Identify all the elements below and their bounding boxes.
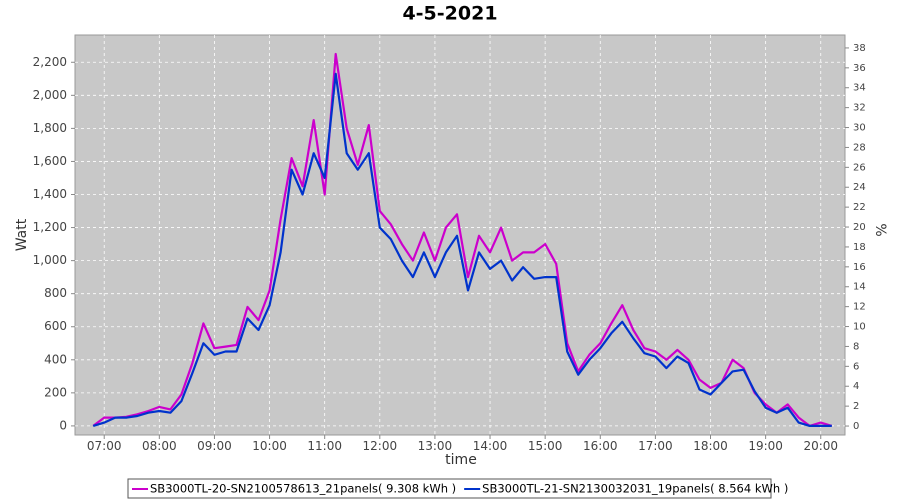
y-tick-label: 400 [44, 352, 67, 366]
y2-tick-label: 6 [853, 361, 859, 372]
y2-tick-label: 0 [853, 421, 859, 432]
y-tick-label: 800 [44, 286, 67, 300]
x-tick-label: 09:00 [197, 439, 232, 453]
y-tick-label: 2,200 [33, 55, 67, 69]
x-tick-label: 13:00 [418, 439, 453, 453]
y2-tick-label: 38 [853, 43, 866, 54]
y2-tick-label: 30 [853, 123, 866, 134]
y2-tick-label: 18 [853, 242, 866, 253]
x-tick-label: 19:00 [748, 439, 783, 453]
y2-tick-label: 20 [853, 222, 866, 233]
y-tick-label: 600 [44, 319, 67, 333]
chart-title: 4-5-2021 [402, 3, 497, 25]
x-tick-label: 11:00 [307, 439, 342, 453]
x-tick-label: 15:00 [528, 439, 563, 453]
y2-tick-label: 4 [853, 381, 859, 392]
y2-tick-label: 12 [853, 302, 866, 313]
y2-tick-label: 14 [853, 282, 866, 293]
y2-tick-label: 34 [853, 83, 866, 94]
y-tick-label: 1,000 [33, 253, 67, 267]
x-tick-label: 14:00 [473, 439, 508, 453]
y2-tick-label: 22 [853, 202, 866, 213]
y2-tick-label: 24 [853, 182, 866, 193]
y2-tick-label: 2 [853, 401, 859, 412]
x-tick-label: 10:00 [252, 439, 287, 453]
y2-axis-title: % [872, 223, 888, 236]
y2-tick-label: 16 [853, 262, 866, 273]
y2-tick-label: 26 [853, 162, 866, 173]
x-tick-label: 16:00 [583, 439, 618, 453]
y2-tick-label: 36 [853, 63, 866, 74]
x-tick-label: 08:00 [142, 439, 177, 453]
legend [127, 478, 772, 499]
series-line [92, 72, 832, 427]
y-axis-title: Watt [14, 218, 30, 251]
y-tick-label: 0 [59, 418, 67, 432]
y2-tick-label: 28 [853, 142, 866, 153]
x-tick-label: 07:00 [87, 439, 122, 453]
legend-label: SB3000TL-21-SN2130032031_19panels( 8.564… [482, 482, 788, 496]
y2-tick-label: 32 [853, 103, 866, 114]
x-tick-label: 12:00 [363, 439, 398, 453]
x-tick-label: 17:00 [638, 439, 673, 453]
y-tick-label: 1,400 [33, 187, 67, 201]
x-tick-label: 20:00 [803, 439, 838, 453]
y2-tick-label: 10 [853, 322, 866, 333]
y-tick-label: 1,800 [33, 121, 67, 135]
y-tick-label: 200 [44, 385, 67, 399]
legend-label: SB3000TL-20-SN2100578613_21panels( 9.308… [150, 482, 456, 496]
y-tick-label: 1,600 [33, 154, 67, 168]
y-tick-label: 1,200 [33, 220, 67, 234]
x-axis-title: time [445, 452, 477, 468]
series-line [92, 52, 833, 427]
x-tick-label: 18:00 [693, 439, 728, 453]
y-tick-label: 2,000 [33, 88, 67, 102]
y2-tick-label: 8 [853, 341, 859, 352]
